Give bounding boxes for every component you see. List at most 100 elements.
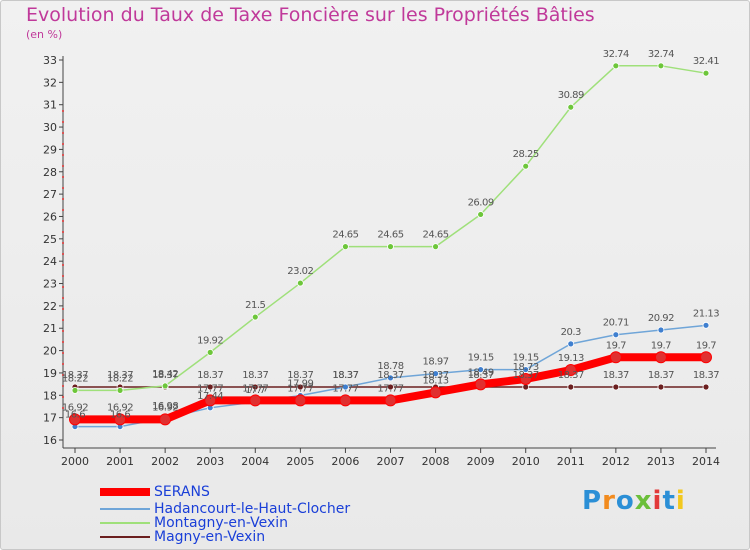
data-point xyxy=(251,313,259,321)
data-label: 24.65 xyxy=(423,230,449,241)
data-label: 18.22 xyxy=(62,373,88,384)
data-label: 18.37 xyxy=(287,370,313,381)
data-label: 19.15 xyxy=(468,353,494,364)
brand-letter: P xyxy=(582,486,603,516)
legend-item-montagny: Montagny-en-Vexin xyxy=(100,515,289,531)
data-label: 18.42 xyxy=(152,369,178,380)
y-tick-label: 20 xyxy=(43,345,57,358)
data-point xyxy=(69,413,81,426)
data-label: 24.65 xyxy=(332,230,358,241)
data-point xyxy=(702,69,710,77)
data-label: 16.6 xyxy=(65,410,85,421)
chart-subtitle: (en %) xyxy=(26,28,63,41)
legend-swatch xyxy=(100,488,150,496)
x-tick-label: 2014 xyxy=(692,455,720,468)
brand-logo: Proxiti xyxy=(582,486,686,516)
data-label: 18.37 xyxy=(468,370,494,381)
data-label: 28.25 xyxy=(513,149,539,160)
brand-letter: t xyxy=(662,486,676,516)
data-label: 19.15 xyxy=(513,353,539,364)
y-tick-label: 22 xyxy=(43,300,57,313)
y-tick-label: 25 xyxy=(43,233,57,246)
data-label: 19.7 xyxy=(651,340,671,351)
brand-letter: i xyxy=(652,486,663,516)
y-tick-label: 21 xyxy=(43,322,57,335)
data-label: 18.37 xyxy=(242,370,268,381)
data-label: 24.65 xyxy=(377,230,403,241)
y-tick-label: 33 xyxy=(43,54,57,67)
data-point xyxy=(114,413,127,426)
y-tick-label: 18 xyxy=(43,389,57,402)
data-label: 17.77 xyxy=(287,383,313,394)
y-tick-label: 19 xyxy=(43,367,57,380)
chart-title: Evolution du Taux de Taxe Foncière sur l… xyxy=(26,4,595,26)
data-label: 32.74 xyxy=(648,49,674,60)
data-point xyxy=(567,383,575,391)
data-label: 18.22 xyxy=(107,373,133,384)
data-point xyxy=(206,348,214,356)
data-label: 19.7 xyxy=(606,340,626,351)
x-tick-label: 2005 xyxy=(286,455,314,468)
data-label: 18.13 xyxy=(423,375,449,386)
data-point xyxy=(564,364,577,377)
data-point xyxy=(612,62,620,70)
data-point xyxy=(657,62,665,70)
data-point xyxy=(654,351,667,364)
data-point xyxy=(116,386,124,394)
y-tick-label: 23 xyxy=(43,278,57,291)
x-tick-label: 2003 xyxy=(196,455,224,468)
data-label: 20.92 xyxy=(648,313,674,324)
data-point xyxy=(432,243,439,251)
data-label: 18.37 xyxy=(423,370,449,381)
data-label: 16.92 xyxy=(107,402,133,413)
data-point xyxy=(296,279,304,287)
data-label: 18.49 xyxy=(468,367,494,378)
data-point xyxy=(522,162,530,170)
x-tick-label: 2001 xyxy=(106,455,134,468)
y-tick-label: 17 xyxy=(43,412,57,425)
data-label: 20.3 xyxy=(561,327,581,338)
data-label: 18.37 xyxy=(332,370,358,381)
data-label: 18.37 xyxy=(558,370,584,381)
data-label: 32.74 xyxy=(603,49,629,60)
data-point xyxy=(477,366,485,373)
data-point xyxy=(387,243,394,251)
data-label: 18.37 xyxy=(62,370,88,381)
data-label: 17.77 xyxy=(197,383,223,394)
data-point xyxy=(159,413,172,426)
data-point xyxy=(657,383,665,391)
data-label: 21.13 xyxy=(693,308,719,319)
x-tick-label: 2011 xyxy=(557,455,585,468)
data-point xyxy=(612,383,620,391)
data-label: 32.41 xyxy=(693,56,719,67)
data-label: 18.73 xyxy=(513,362,539,373)
data-point xyxy=(387,383,394,391)
data-label: 21.5 xyxy=(245,300,265,311)
data-point xyxy=(609,351,622,364)
data-point xyxy=(519,372,532,385)
data-point xyxy=(296,383,304,391)
data-label: 18.37 xyxy=(197,370,223,381)
data-label: 16.92 xyxy=(152,402,178,413)
data-point xyxy=(294,394,307,407)
data-label: 19.92 xyxy=(197,335,223,346)
brand-letter: o xyxy=(615,486,635,516)
data-point xyxy=(702,321,710,329)
data-label: 19.13 xyxy=(558,353,584,364)
legend-swatch xyxy=(100,536,150,538)
y-tick-label: 27 xyxy=(43,188,57,201)
data-label: 20.71 xyxy=(603,318,629,329)
data-label: 18.37 xyxy=(603,370,629,381)
data-label: 17.77 xyxy=(332,383,358,394)
y-tick-label: 16 xyxy=(43,434,57,447)
legend-label: Hadancourt-le-Haut-Clocher xyxy=(154,501,351,517)
data-label: 16.6 xyxy=(110,410,130,421)
data-point xyxy=(522,366,530,373)
y-tick-label: 26 xyxy=(43,210,57,223)
data-label: 18.37 xyxy=(693,370,719,381)
data-point xyxy=(477,211,485,218)
legend-label: Montagny-en-Vexin xyxy=(154,515,289,531)
x-tick-label: 2010 xyxy=(512,455,540,468)
data-point xyxy=(384,394,397,407)
data-label: 23.02 xyxy=(287,266,313,277)
